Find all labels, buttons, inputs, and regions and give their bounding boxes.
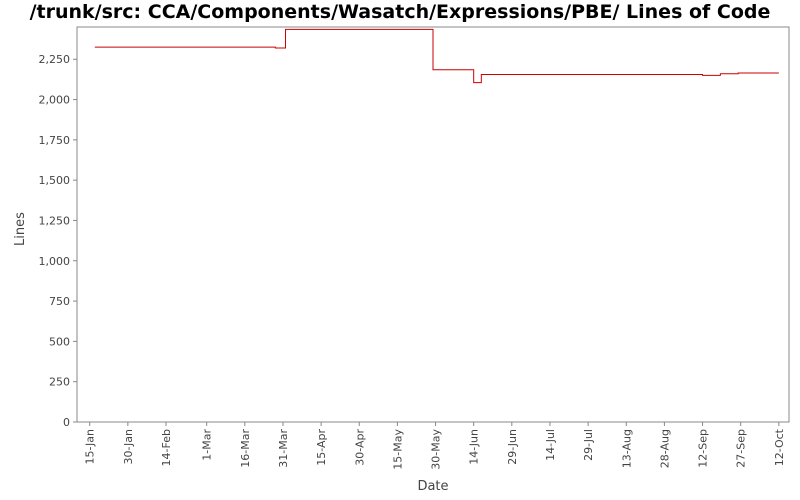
y-axis-label: Lines bbox=[13, 212, 28, 246]
y-tick-label: 1,000 bbox=[39, 255, 71, 268]
y-tick-label: 1,750 bbox=[39, 134, 71, 147]
x-tick-label: 12-Oct bbox=[773, 428, 786, 466]
x-tick-label: 15-May bbox=[391, 429, 404, 470]
x-tick-label: 30-Jan bbox=[122, 429, 135, 465]
x-axis: 15-Jan 30-Jan 14-Feb 1-Mar 16-Mar 31-Mar 15-Ap… bbox=[84, 422, 786, 470]
chart-title: /trunk/src: CCA/Components/Wasatch/Expre… bbox=[29, 1, 771, 23]
x-tick-label: 14-Jun bbox=[468, 429, 481, 465]
x-tick-label: 12-Sep bbox=[697, 429, 710, 468]
y-tick-label: 1,500 bbox=[39, 174, 71, 187]
x-tick-label: 15-Apr bbox=[315, 429, 328, 466]
x-tick-label: 27-Sep bbox=[735, 429, 748, 468]
x-tick-label: 29-Jul bbox=[582, 429, 595, 461]
x-tick-label: 16-Mar bbox=[239, 429, 252, 468]
x-tick-label: 13-Aug bbox=[620, 429, 633, 468]
plot-area bbox=[76, 26, 790, 423]
x-tick-label: 28-Aug bbox=[658, 429, 671, 468]
y-axis: 0 250 500 750 1,000 1,250 1,500 1,750 2,000 2,250 bbox=[39, 53, 77, 429]
y-tick-label: 750 bbox=[49, 295, 70, 308]
y-tick-label: 500 bbox=[49, 335, 70, 348]
y-tick-label: 2,250 bbox=[39, 53, 71, 66]
x-tick-label: 14-Jul bbox=[544, 429, 557, 461]
y-tick-label: 250 bbox=[49, 376, 70, 389]
x-tick-label: 30-May bbox=[430, 429, 443, 470]
x-tick-label: 29-Jun bbox=[506, 429, 519, 465]
x-tick-label: 30-Apr bbox=[353, 429, 366, 466]
series-line bbox=[94, 28, 779, 84]
x-tick-label: 1-Mar bbox=[201, 429, 214, 461]
x-axis-label: Date bbox=[417, 479, 448, 494]
y-tick-label: 1,250 bbox=[39, 214, 71, 227]
y-tick-label: 0 bbox=[63, 416, 70, 429]
x-tick-label: 15-Jan bbox=[84, 429, 97, 465]
x-tick-label: 14-Feb bbox=[160, 429, 173, 466]
y-tick-label: 2,000 bbox=[39, 94, 71, 107]
x-tick-label: 31-Mar bbox=[277, 429, 290, 468]
